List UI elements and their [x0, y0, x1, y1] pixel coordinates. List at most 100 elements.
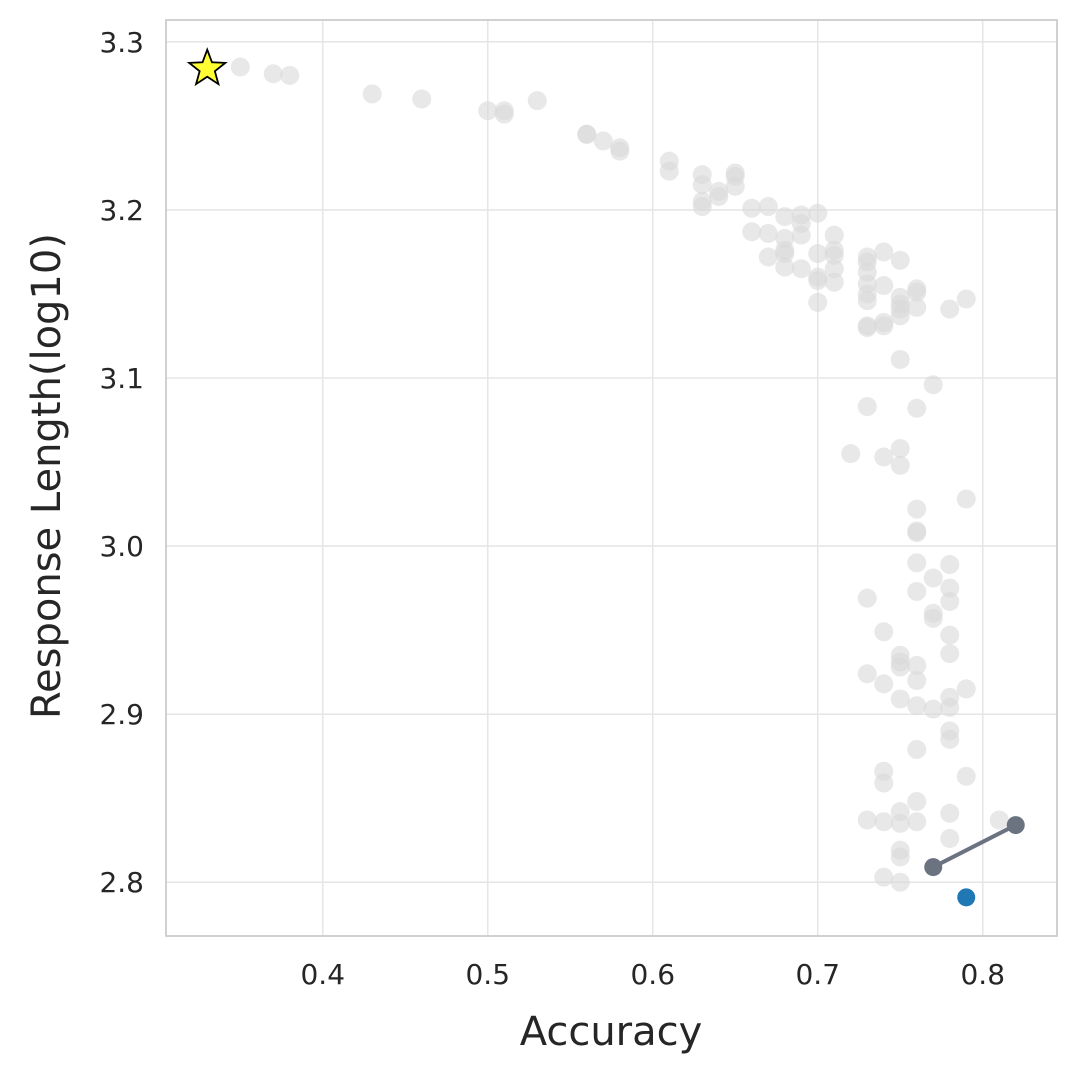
x-tick-label: 0.6: [630, 958, 675, 991]
data-point: [907, 297, 927, 317]
data-point: [940, 729, 960, 749]
y-tick-label: 2.9: [99, 698, 144, 731]
data-point: [808, 244, 828, 264]
data-point: [692, 175, 712, 195]
data-point: [940, 644, 960, 664]
y-tick-label: 3.3: [99, 26, 144, 59]
data-point: [940, 555, 960, 575]
grid-lines: [166, 20, 1057, 936]
data-point: [478, 101, 498, 121]
x-tick-label: 0.4: [300, 958, 345, 991]
x-tick-label: 0.7: [795, 958, 840, 991]
y-axis-ticks: 2.8 2.9 3.0 3.1 3.2 3.3: [99, 26, 144, 899]
x-axis-title: Accuracy: [520, 1009, 703, 1055]
connector-line: [931, 823, 1018, 870]
data-point: [874, 867, 894, 887]
data-point: [610, 141, 630, 161]
data-point: [808, 203, 828, 223]
data-point: [709, 186, 729, 206]
data-point: [923, 608, 943, 628]
connector-point: [924, 858, 943, 877]
data-point: [940, 578, 960, 598]
data-point: [956, 766, 976, 786]
star-marker: [186, 47, 228, 87]
data-point: [824, 245, 844, 265]
data-point: [923, 699, 943, 719]
data-point: [907, 523, 927, 543]
data-point: [527, 91, 547, 111]
data-point: [907, 499, 927, 519]
data-point: [890, 439, 910, 459]
data-point: [907, 696, 927, 716]
data-point: [692, 197, 712, 217]
data-point: [890, 872, 910, 892]
data-point: [857, 810, 877, 830]
data-point: [841, 444, 861, 464]
data-point: [923, 568, 943, 588]
data-point: [775, 257, 795, 277]
data-point: [940, 697, 960, 717]
data-point: [874, 447, 894, 467]
data-point: [230, 57, 250, 77]
data-point: [857, 664, 877, 684]
data-point: [725, 176, 745, 196]
data-point: [874, 316, 894, 336]
x-tick-label: 0.8: [960, 958, 1005, 991]
data-point: [940, 829, 960, 849]
plot-frame: [165, 19, 1058, 937]
y-tick-label: 2.8: [99, 866, 144, 899]
data-point: [907, 671, 927, 691]
data-point: [775, 244, 795, 264]
data-points: [186, 47, 1025, 907]
data-point: [907, 812, 927, 832]
y-tick-label: 3.1: [99, 362, 144, 395]
data-point: [890, 250, 910, 270]
data-point: [874, 674, 894, 694]
data-point: [808, 271, 828, 291]
data-point: [890, 689, 910, 709]
data-point: [989, 810, 1009, 830]
x-axis-ticks: 0.4 0.5 0.6 0.7 0.8: [300, 958, 1005, 991]
data-point: [791, 225, 811, 245]
x-tick-label: 0.5: [465, 958, 510, 991]
data-point: [956, 679, 976, 699]
data-point: [907, 792, 927, 812]
data-point: [940, 803, 960, 823]
data-point: [857, 588, 877, 608]
data-point: [659, 161, 679, 181]
data-point: [907, 581, 927, 601]
data-point: [775, 207, 795, 227]
data-point: [907, 655, 927, 675]
data-point: [923, 375, 943, 395]
data-point: [742, 198, 762, 218]
data-point: [577, 124, 597, 144]
y-tick-label: 3.0: [99, 530, 144, 563]
data-point: [874, 812, 894, 832]
data-point: [890, 847, 910, 867]
data-point: [824, 259, 844, 279]
data-point: [362, 84, 382, 104]
data-point: [494, 104, 514, 124]
data-point: [857, 397, 877, 417]
connector-point: [1006, 816, 1025, 835]
data-point: [874, 242, 894, 262]
data-point: [940, 625, 960, 645]
highlight-point: [957, 888, 976, 907]
data-point: [412, 89, 432, 109]
data-point: [758, 197, 778, 217]
data-point: [824, 225, 844, 245]
data-point: [940, 299, 960, 319]
data-point: [874, 773, 894, 793]
data-point: [280, 65, 300, 85]
data-point: [907, 739, 927, 759]
data-point: [956, 289, 976, 309]
data-point: [890, 813, 910, 833]
data-point: [890, 306, 910, 326]
y-tick-label: 3.2: [99, 194, 144, 227]
data-point: [907, 282, 927, 302]
data-point: [956, 489, 976, 509]
data-point: [791, 259, 811, 279]
data-point: [758, 223, 778, 243]
